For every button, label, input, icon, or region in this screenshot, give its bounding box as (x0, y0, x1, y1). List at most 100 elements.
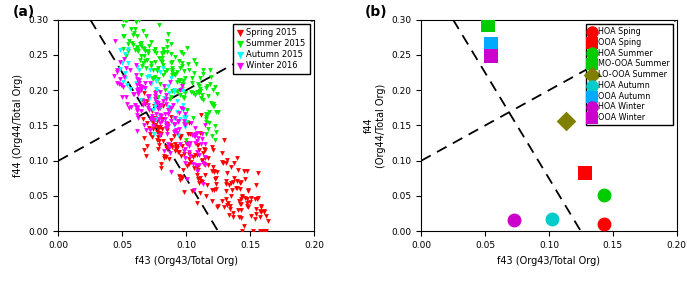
Spring 2015 (183, 157, 194, 162)
Summer 2015 (174, 66, 185, 71)
Winter 2016 (142, 95, 153, 100)
Summer 2015 (166, 73, 177, 77)
Summer 2015 (188, 91, 199, 96)
Winter 2016 (149, 118, 160, 123)
Spring 2015 (225, 165, 236, 169)
Autumn 2015 (177, 108, 188, 112)
Spring 2015 (236, 229, 247, 233)
Spring 2015 (219, 204, 230, 209)
Autumn 2015 (179, 120, 190, 124)
Summer 2015 (187, 81, 198, 85)
Autumn 2015 (164, 108, 174, 112)
Summer 2015 (148, 77, 159, 81)
Spring 2015 (225, 207, 236, 211)
Spring 2015 (196, 159, 207, 163)
Winter 2016 (134, 78, 145, 82)
Summer 2015 (194, 84, 205, 88)
Spring 2015 (254, 208, 265, 213)
Spring 2015 (161, 147, 172, 152)
Summer 2015 (166, 95, 177, 100)
Winter 2016 (165, 106, 176, 111)
Summer 2015 (139, 47, 150, 52)
Winter 2016 (153, 106, 164, 111)
Summer 2015 (168, 72, 179, 77)
Winter 2016 (136, 85, 147, 89)
Spring 2015 (179, 152, 190, 157)
Spring 2015 (232, 186, 243, 190)
Winter 2016 (178, 122, 189, 126)
Spring 2015 (183, 162, 194, 166)
Spring 2015 (207, 188, 218, 192)
Spring 2015 (142, 144, 153, 149)
Winter 2016 (165, 119, 176, 124)
Winter 2016 (174, 127, 185, 131)
Winter 2016 (165, 170, 176, 174)
Spring 2015 (188, 154, 199, 159)
Summer 2015 (137, 45, 148, 50)
Summer 2015 (166, 60, 177, 65)
Winter 2016 (144, 94, 155, 98)
Spring 2015 (200, 173, 211, 178)
Winter 2016 (170, 129, 181, 134)
Spring 2015 (220, 161, 231, 165)
Spring 2015 (172, 144, 183, 148)
Summer 2015 (211, 110, 222, 114)
Autumn 2015 (151, 88, 162, 93)
Winter 2016 (189, 188, 200, 192)
Winter 2016 (131, 113, 142, 117)
Text: (b): (b) (365, 5, 387, 19)
Winter 2016 (137, 103, 148, 107)
Summer 2015 (148, 67, 159, 72)
Winter 2016 (128, 92, 139, 96)
Summer 2015 (131, 34, 142, 38)
Summer 2015 (136, 54, 147, 59)
Winter 2016 (151, 112, 162, 116)
Summer 2015 (205, 101, 216, 105)
Autumn 2015 (144, 74, 155, 78)
Spring 2015 (161, 127, 172, 132)
Spring 2015 (159, 154, 170, 158)
Summer 2015 (177, 61, 188, 65)
Winter 2016 (133, 89, 144, 94)
Winter 2016 (194, 152, 205, 157)
Spring 2015 (243, 189, 254, 193)
HOA Autumn (546, 217, 557, 222)
Spring 2015 (176, 134, 187, 138)
Summer 2015 (142, 58, 153, 63)
Autumn 2015 (168, 116, 179, 120)
Winter 2016 (180, 161, 191, 166)
Autumn 2015 (178, 88, 189, 93)
Winter 2016 (113, 81, 124, 86)
Spring 2015 (151, 96, 162, 101)
Winter 2016 (168, 130, 179, 135)
Summer 2015 (201, 86, 212, 91)
Summer 2015 (135, 41, 146, 45)
Summer 2015 (175, 50, 186, 54)
Winter 2016 (159, 112, 170, 117)
Spring 2015 (212, 205, 223, 209)
Summer 2015 (167, 68, 178, 73)
Spring 2015 (158, 104, 169, 109)
Summer 2015 (193, 90, 204, 94)
Autumn 2015 (114, 48, 125, 52)
Spring 2015 (250, 206, 261, 211)
Autumn 2015 (162, 84, 173, 89)
Autumn 2015 (144, 68, 155, 73)
Spring 2015 (245, 214, 256, 219)
Summer 2015 (196, 96, 207, 100)
Spring 2015 (144, 126, 155, 130)
Spring 2015 (148, 121, 159, 125)
Spring 2015 (201, 194, 212, 199)
Autumn 2015 (166, 76, 177, 80)
Spring 2015 (260, 214, 271, 218)
Winter 2016 (124, 68, 135, 73)
Winter 2016 (111, 80, 122, 85)
Spring 2015 (192, 143, 203, 148)
Spring 2015 (216, 151, 227, 155)
OOA Sping (579, 171, 590, 176)
Summer 2015 (139, 59, 150, 64)
Spring 2015 (196, 180, 207, 184)
Summer 2015 (181, 46, 192, 51)
Autumn 2015 (115, 67, 126, 71)
Spring 2015 (194, 131, 205, 135)
